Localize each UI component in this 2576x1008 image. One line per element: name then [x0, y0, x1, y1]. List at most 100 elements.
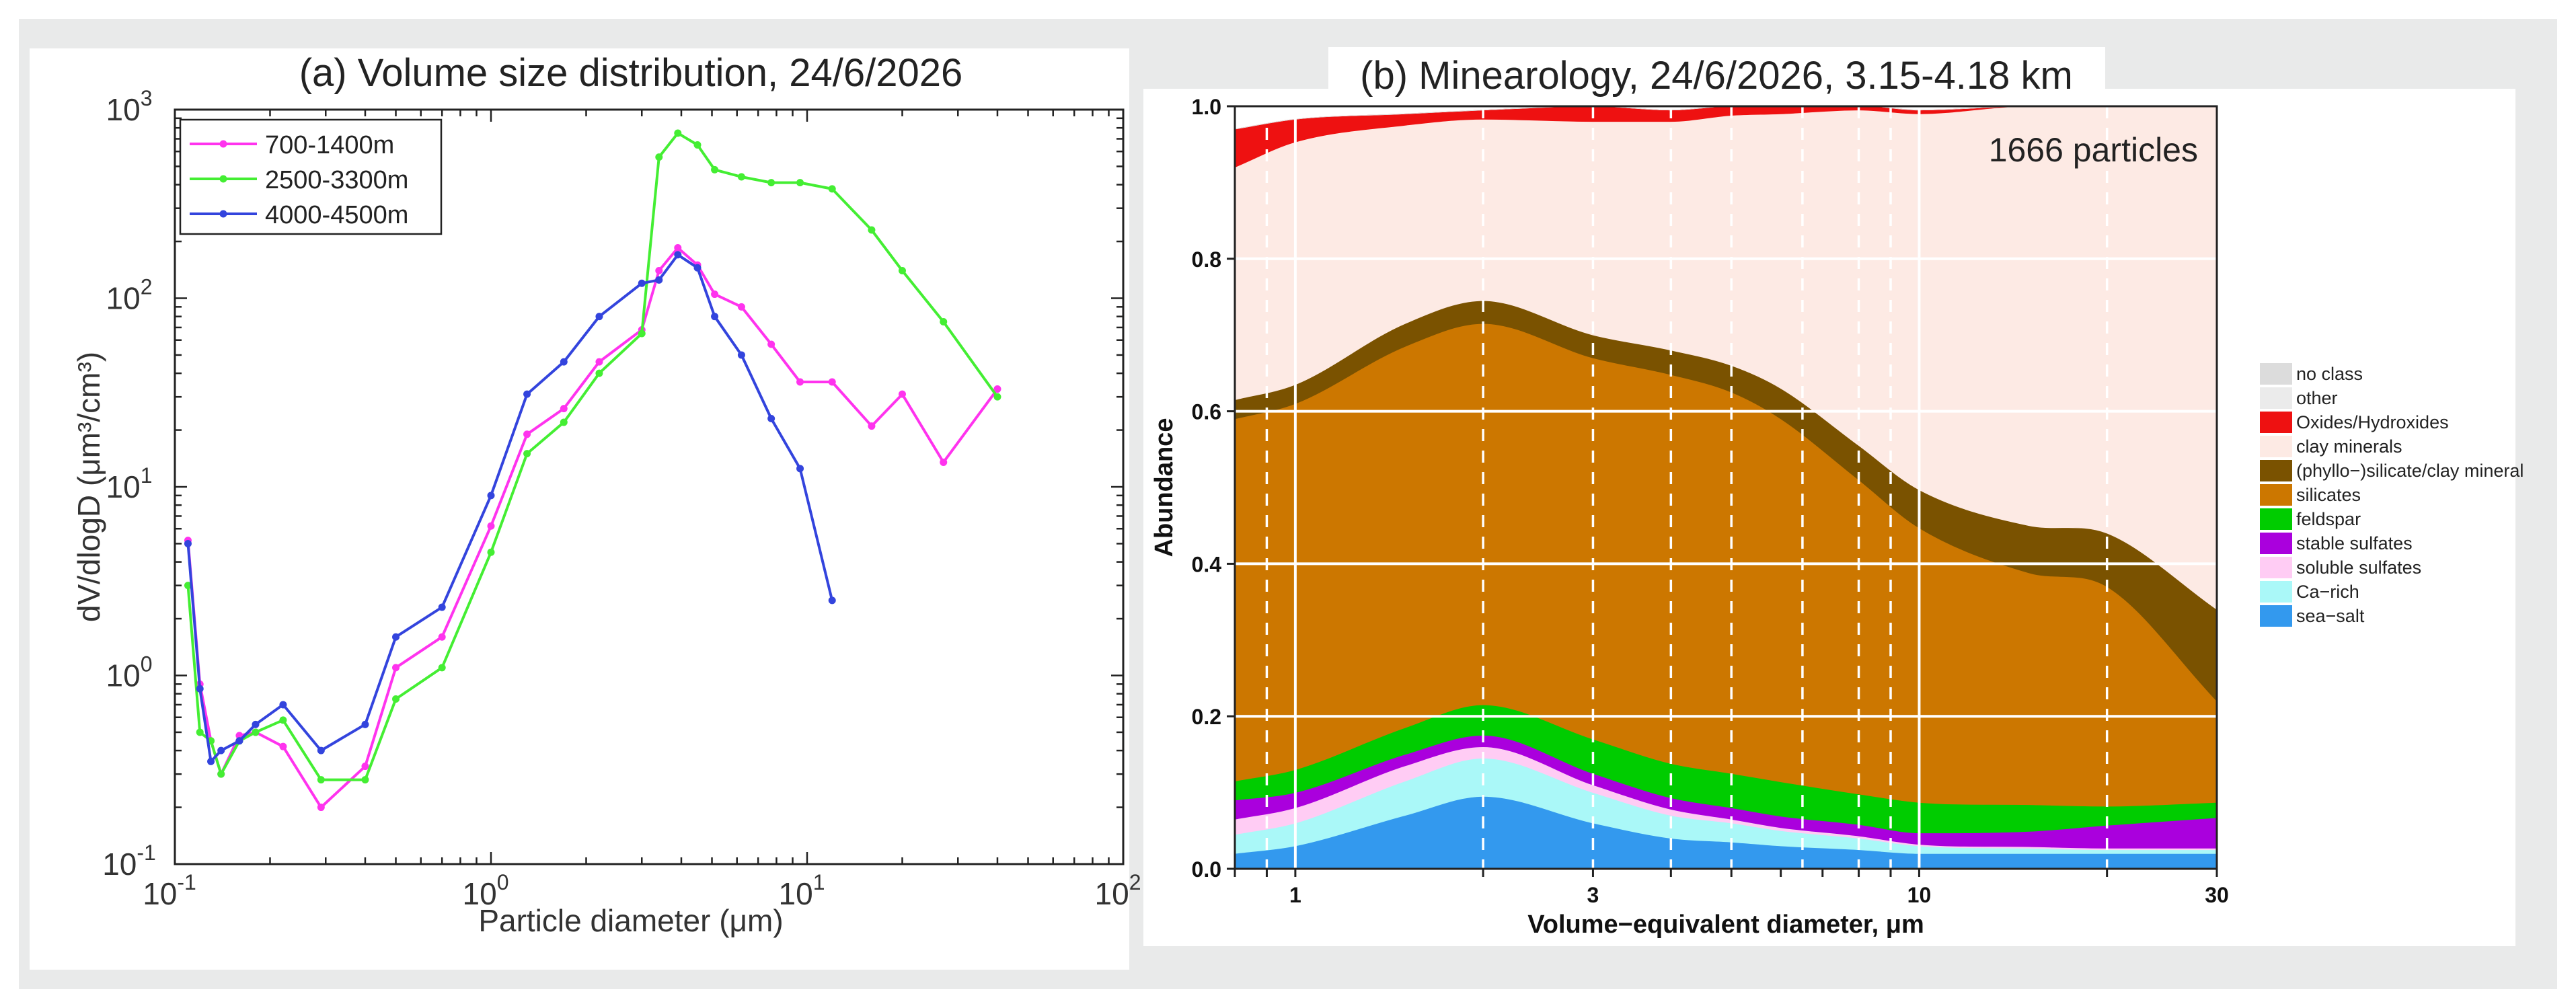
data-point — [940, 458, 948, 466]
data-point — [184, 539, 192, 547]
data-point — [196, 728, 204, 736]
data-point — [796, 179, 804, 187]
data-point — [828, 185, 836, 193]
legend-swatch — [2260, 508, 2292, 530]
data-point — [361, 720, 369, 728]
legend-swatch — [2260, 460, 2292, 481]
data-point — [638, 279, 646, 287]
data-point — [487, 548, 495, 556]
legend-label: other — [2296, 388, 2338, 408]
panel-a-y-tick-label: 103 — [106, 86, 153, 127]
data-point — [993, 385, 1001, 393]
panel-a-y-axis-label: dV/dlogD (μm³/cm³) — [71, 352, 106, 622]
data-point — [796, 465, 804, 473]
data-point — [767, 179, 775, 187]
legend-label: silicates — [2296, 485, 2361, 505]
panel-a-y-tick-label: 101 — [106, 463, 153, 504]
legend-label: sea−salt — [2296, 606, 2365, 626]
panel-b-title: (b) Minearology, 24/6/2026, 3.15-4.18 km — [1360, 54, 2073, 98]
legend-swatch — [2260, 363, 2292, 385]
data-point — [317, 804, 325, 812]
data-point — [560, 418, 568, 426]
panel-b-ticks: 0.0 0.2 0.4 0.6 0.8 1.0 1 3 10 30 — [1192, 95, 2229, 907]
legend-marker — [219, 210, 227, 218]
data-point — [993, 393, 1001, 401]
panel-b-y-axis-label: Abundance — [1150, 418, 1178, 557]
data-point — [674, 251, 682, 259]
data-point — [235, 737, 243, 745]
panel-b-x-tick-label: 1 — [1289, 883, 1301, 907]
data-point — [737, 303, 745, 311]
panel-a-title: (a) Volume size distribution, 24/6/2026 — [299, 51, 963, 95]
panel-b-x-tick-label: 10 — [1907, 883, 1932, 907]
data-point — [560, 358, 568, 366]
data-point — [828, 378, 836, 386]
data-point — [828, 596, 836, 605]
legend-swatch — [2260, 412, 2292, 433]
data-point — [523, 390, 531, 398]
data-point — [940, 318, 948, 326]
data-point — [487, 492, 495, 500]
legend-swatch — [2260, 533, 2292, 554]
data-point — [217, 770, 225, 778]
legend-marker — [219, 140, 227, 148]
data-point — [252, 728, 260, 736]
data-point — [655, 153, 663, 161]
panel-a-x-tick-label: 100 — [463, 870, 509, 911]
data-point — [711, 313, 719, 321]
data-point — [595, 313, 603, 321]
data-point — [523, 430, 531, 438]
data-point — [868, 422, 876, 430]
data-point — [674, 129, 682, 137]
panel-b-stacked-areas — [1234, 105, 2218, 869]
data-point — [317, 746, 325, 754]
data-point — [487, 522, 495, 530]
data-point — [655, 276, 663, 284]
data-point — [217, 746, 225, 754]
legend-label: no class — [2296, 364, 2363, 384]
panel-a-y-tick-label: 102 — [106, 275, 153, 316]
data-point — [693, 264, 702, 272]
panel-a-x-tick-label: 101 — [779, 870, 825, 911]
legend-swatch — [2260, 557, 2292, 578]
data-point — [898, 267, 906, 275]
legend-label: 2500-3300m — [265, 166, 408, 194]
legend-label: 700-1400m — [265, 131, 394, 159]
data-point — [868, 226, 876, 234]
panel-a-series — [184, 129, 1001, 812]
data-point — [438, 603, 446, 611]
legend-label: stable sulfates — [2296, 533, 2413, 553]
panel-b-x-tick-label: 3 — [1587, 883, 1599, 907]
data-point — [523, 450, 531, 458]
panel-a-y-tick-label: 10-1 — [102, 841, 156, 882]
panel-a-x-tick-label: 102 — [1095, 870, 1141, 911]
data-point — [767, 340, 775, 348]
data-point — [767, 415, 775, 423]
data-point — [392, 633, 400, 641]
panel-a-y-tick-label: 100 — [106, 652, 153, 693]
data-point — [361, 776, 369, 784]
legend-label: Oxides/Hydroxides — [2296, 412, 2449, 432]
panel-b-y-tick-label: 0.0 — [1192, 857, 1221, 882]
series-line-2 — [186, 132, 999, 781]
data-point — [252, 720, 260, 728]
panel-a-legend: 700-1400m 2500-3300m 4000-4500m — [179, 118, 443, 235]
panel-b-chart: (b) Minearology, 24/6/2026, 3.15-4.18 km… — [1150, 47, 2524, 939]
data-point — [693, 141, 702, 149]
panel-a-x-axis-label: Particle diameter (μm) — [478, 903, 783, 938]
data-point — [674, 244, 682, 252]
data-point — [361, 763, 369, 771]
panel-b-x-axis-label: Volume−equivalent diameter, μm — [1527, 910, 1924, 939]
data-point — [438, 664, 446, 672]
data-point — [317, 776, 325, 784]
data-point — [898, 390, 906, 398]
data-point — [655, 267, 663, 275]
legend-label: feldspar — [2296, 509, 2361, 529]
legend-label: 4000-4500m — [265, 201, 408, 229]
data-point — [279, 701, 287, 709]
panel-b-x-tick-label: 30 — [2205, 883, 2229, 907]
panel-b-title-background — [1328, 47, 2105, 102]
data-point — [438, 633, 446, 641]
data-point — [279, 742, 287, 750]
